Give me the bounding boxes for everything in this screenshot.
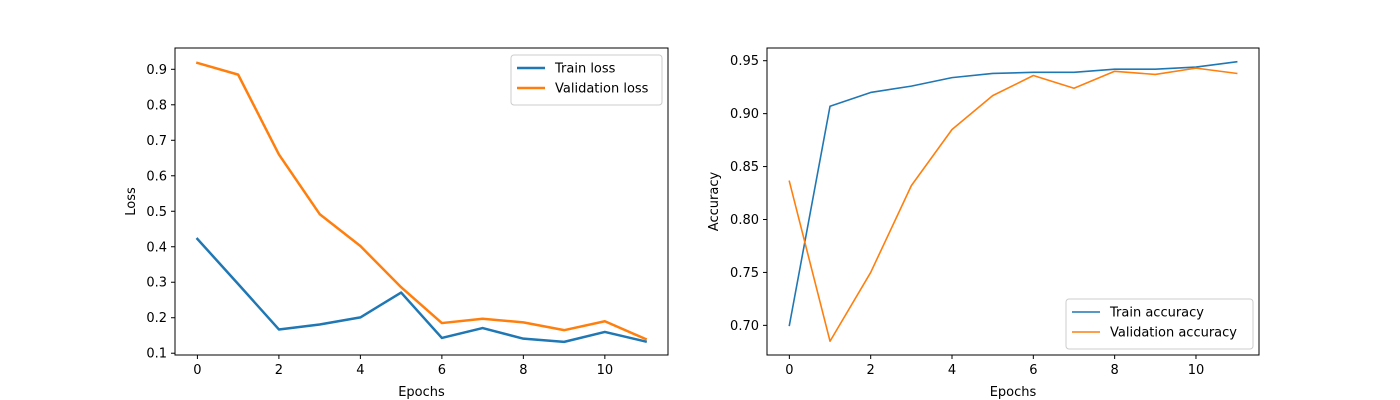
legend-label: Train loss — [554, 62, 616, 77]
x-tick-label: 4 — [948, 363, 956, 378]
y-axis-label: Loss — [124, 187, 139, 216]
x-tick-label: 2 — [867, 363, 875, 378]
y-tick-label: 0.85 — [730, 160, 759, 175]
y-tick-label: 0.3 — [146, 276, 167, 291]
legend: Train loss Validation loss — [510, 54, 663, 106]
legend-label: Validation accuracy — [1110, 326, 1237, 341]
series-line-1 — [788, 67, 1238, 343]
x-tick-label: 2 — [275, 363, 283, 378]
legend-label: Train accuracy — [1109, 306, 1204, 321]
y-tick-label: 0.1 — [146, 347, 167, 362]
y-tick-label: 0.75 — [730, 266, 759, 281]
y-tick-label: 0.9 — [146, 63, 167, 78]
y-tick-label: 0.4 — [146, 240, 167, 255]
x-tick-label: 0 — [193, 363, 201, 378]
y-tick-label: 0.80 — [730, 213, 759, 228]
y-tick-label: 0.5 — [146, 205, 167, 220]
y-tick-label: 0.2 — [146, 311, 167, 326]
legend-label: Validation loss — [555, 82, 649, 97]
loss-chart: 0 2 4 6 8 10 0.1 0.2 0.3 0.4 0.5 0.6 0.7 0.8 0.9 Epochs… — [124, 47, 669, 400]
x-tick-label: 10 — [1188, 363, 1205, 378]
axes-frame — [174, 47, 669, 356]
y-tick-label: 0.95 — [730, 54, 759, 69]
y-tick-label: 0.90 — [730, 107, 759, 122]
x-tick-label: 10 — [597, 363, 614, 378]
x-tick-label: 4 — [356, 363, 364, 378]
series-line-1 — [195, 61, 648, 341]
legend: Train accuracy Validation accuracy — [1065, 298, 1254, 350]
x-axis-label: Epochs — [398, 385, 445, 400]
y-axis-label: Accuracy — [707, 172, 722, 232]
x-tick-label: 6 — [1029, 363, 1037, 378]
y-tick-label: 0.8 — [146, 98, 167, 113]
series-line-0 — [788, 60, 1238, 327]
y-tick-label: 0.7 — [146, 134, 167, 149]
x-tick-label: 6 — [438, 363, 446, 378]
y-tick-label: 0.6 — [146, 169, 167, 184]
y-tick-label: 0.70 — [730, 319, 759, 334]
x-tick-label: 0 — [785, 363, 793, 378]
x-tick-label: 8 — [519, 363, 527, 378]
x-tick-label: 8 — [1111, 363, 1119, 378]
x-axis-label: Epochs — [990, 385, 1037, 400]
accuracy-chart: 0 2 4 6 8 10 0.70 0.75 0.80 0.85 0.90 0.95 Epochs Acc… — [707, 47, 1260, 400]
series-line-0 — [195, 237, 648, 344]
axes-frame — [766, 47, 1260, 356]
